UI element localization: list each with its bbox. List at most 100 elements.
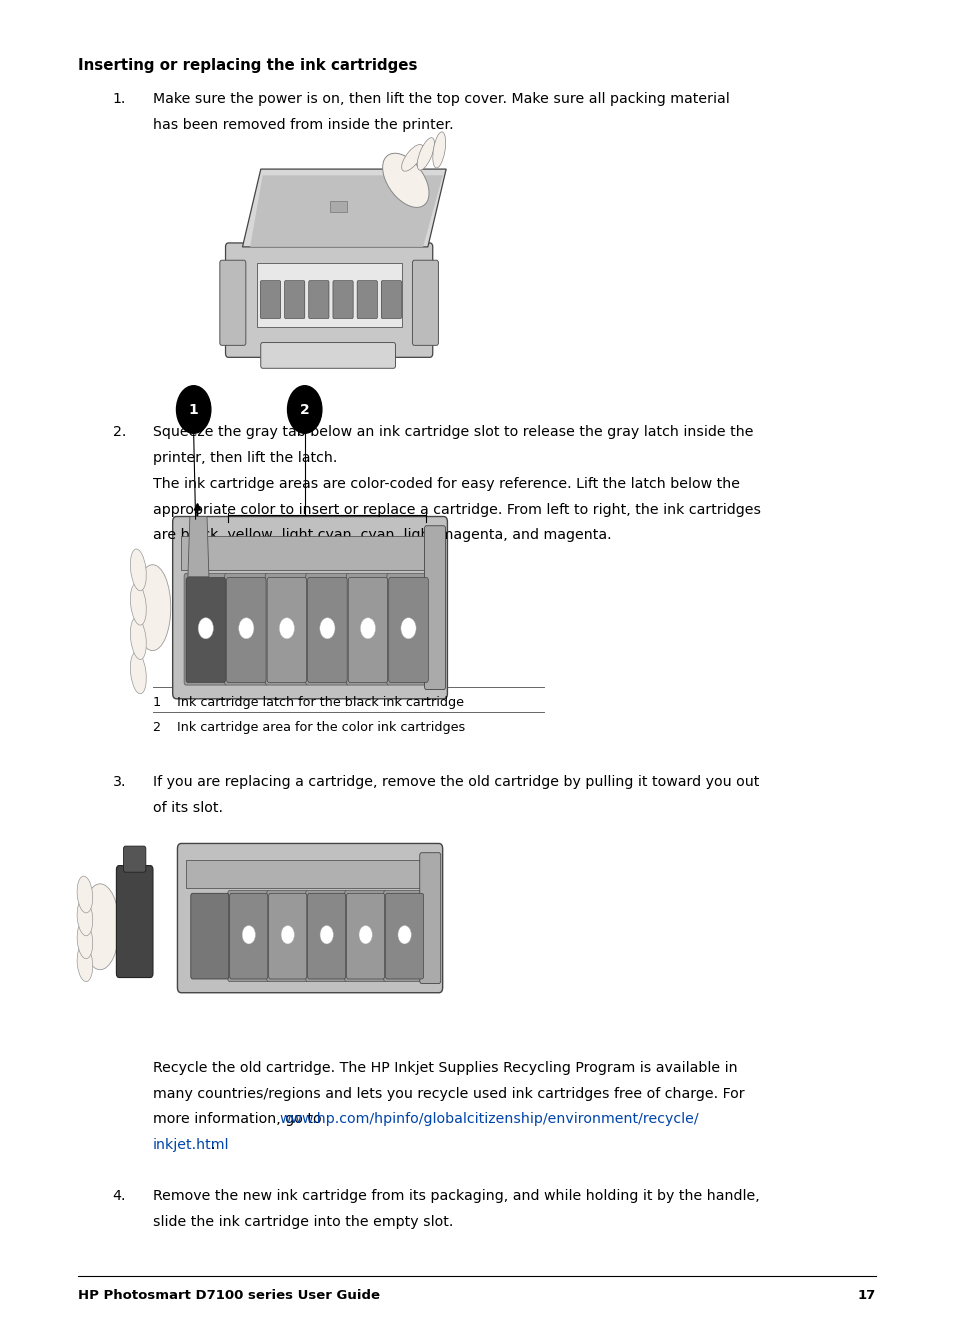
- FancyBboxPatch shape: [225, 243, 433, 357]
- FancyBboxPatch shape: [191, 893, 229, 979]
- FancyBboxPatch shape: [419, 853, 440, 983]
- FancyBboxPatch shape: [284, 280, 304, 318]
- Circle shape: [319, 926, 333, 945]
- Bar: [256, 263, 401, 326]
- Text: printer, then lift the latch.: printer, then lift the latch.: [152, 450, 336, 465]
- FancyBboxPatch shape: [309, 280, 329, 318]
- Text: 1.: 1.: [112, 92, 126, 107]
- FancyBboxPatch shape: [186, 577, 225, 683]
- Circle shape: [397, 926, 411, 945]
- FancyBboxPatch shape: [381, 280, 401, 318]
- FancyBboxPatch shape: [269, 893, 307, 979]
- Ellipse shape: [77, 876, 92, 913]
- Bar: [181, 535, 424, 569]
- Text: Remove the new ink cartridge from its packaging, and while holding it by the han: Remove the new ink cartridge from its pa…: [152, 1189, 759, 1203]
- FancyBboxPatch shape: [385, 893, 423, 979]
- FancyBboxPatch shape: [172, 517, 447, 699]
- Text: inkjet.html: inkjet.html: [152, 1137, 229, 1152]
- Text: 1    Ink cartridge latch for the black ink cartridge: 1 Ink cartridge latch for the black ink …: [152, 695, 463, 708]
- Text: has been removed from inside the printer.: has been removed from inside the printer…: [152, 118, 453, 132]
- Ellipse shape: [131, 618, 146, 659]
- Ellipse shape: [77, 900, 92, 935]
- Text: www.hp.com/hpinfo/globalcitizenship/environment/recycle/: www.hp.com/hpinfo/globalcitizenship/envi…: [279, 1112, 699, 1127]
- Circle shape: [242, 926, 255, 945]
- Text: are black, yellow, light cyan, cyan, light magenta, and magenta.: are black, yellow, light cyan, cyan, lig…: [152, 528, 611, 543]
- Ellipse shape: [131, 653, 146, 694]
- Ellipse shape: [77, 922, 92, 959]
- Text: slide the ink cartridge into the empty slot.: slide the ink cartridge into the empty s…: [152, 1215, 453, 1229]
- FancyBboxPatch shape: [346, 893, 384, 979]
- Text: Squeeze the gray tab below an ink cartridge slot to release the gray latch insid: Squeeze the gray tab below an ink cartri…: [152, 425, 752, 440]
- FancyBboxPatch shape: [356, 280, 377, 318]
- FancyBboxPatch shape: [230, 893, 268, 979]
- FancyBboxPatch shape: [333, 280, 353, 318]
- Text: of its slot.: of its slot.: [152, 801, 222, 815]
- Circle shape: [279, 618, 294, 639]
- Circle shape: [198, 618, 213, 639]
- Ellipse shape: [77, 945, 92, 982]
- FancyBboxPatch shape: [267, 577, 306, 683]
- Text: more information, go to: more information, go to: [152, 1112, 325, 1127]
- Text: many countries/regions and lets you recycle used ink cartridges free of charge. : many countries/regions and lets you recy…: [152, 1086, 743, 1100]
- FancyBboxPatch shape: [123, 847, 146, 872]
- FancyBboxPatch shape: [305, 573, 349, 686]
- Text: 2.: 2.: [112, 425, 126, 440]
- Ellipse shape: [433, 132, 445, 168]
- FancyBboxPatch shape: [346, 573, 389, 686]
- FancyBboxPatch shape: [225, 573, 268, 686]
- Text: Make sure the power is on, then lift the top cover. Make sure all packing materi: Make sure the power is on, then lift the…: [152, 92, 729, 107]
- FancyBboxPatch shape: [227, 577, 266, 683]
- FancyBboxPatch shape: [177, 844, 442, 993]
- FancyBboxPatch shape: [344, 890, 386, 982]
- FancyBboxPatch shape: [260, 342, 395, 369]
- FancyBboxPatch shape: [389, 577, 428, 683]
- FancyBboxPatch shape: [184, 573, 227, 686]
- Text: 4.: 4.: [112, 1189, 126, 1203]
- Circle shape: [358, 926, 372, 945]
- Polygon shape: [242, 169, 446, 247]
- FancyBboxPatch shape: [219, 260, 246, 345]
- Circle shape: [281, 926, 294, 945]
- Ellipse shape: [81, 884, 119, 970]
- Bar: [186, 860, 419, 888]
- Text: Recycle the old cartridge. The HP Inkjet Supplies Recycling Program is available: Recycle the old cartridge. The HP Inkjet…: [152, 1061, 737, 1075]
- FancyBboxPatch shape: [387, 573, 430, 686]
- FancyBboxPatch shape: [265, 573, 308, 686]
- Text: 3.: 3.: [112, 775, 126, 790]
- FancyBboxPatch shape: [307, 577, 347, 683]
- Circle shape: [287, 386, 321, 433]
- Circle shape: [238, 618, 253, 639]
- Text: 2: 2: [299, 403, 310, 416]
- FancyBboxPatch shape: [260, 280, 280, 318]
- Ellipse shape: [401, 144, 423, 172]
- Bar: [329, 201, 346, 211]
- Ellipse shape: [382, 153, 429, 207]
- Text: appropriate color to insert or replace a cartridge. From left to right, the ink : appropriate color to insert or replace a…: [152, 502, 760, 517]
- Text: Inserting or replacing the ink cartridges: Inserting or replacing the ink cartridge…: [78, 58, 417, 73]
- FancyBboxPatch shape: [228, 890, 270, 982]
- Text: The ink cartridge areas are color-coded for easy reference. Lift the latch below: The ink cartridge areas are color-coded …: [152, 477, 739, 491]
- Ellipse shape: [134, 565, 171, 650]
- Text: HP Photosmart D7100 series User Guide: HP Photosmart D7100 series User Guide: [78, 1289, 380, 1303]
- FancyBboxPatch shape: [412, 260, 438, 345]
- Ellipse shape: [131, 584, 146, 625]
- Text: .: .: [211, 1137, 215, 1152]
- Circle shape: [319, 618, 335, 639]
- Text: If you are replacing a cartridge, remove the old cartridge by pulling it toward : If you are replacing a cartridge, remove…: [152, 775, 759, 790]
- FancyBboxPatch shape: [424, 526, 445, 690]
- Polygon shape: [250, 176, 442, 247]
- Circle shape: [360, 618, 375, 639]
- FancyBboxPatch shape: [305, 890, 347, 982]
- Circle shape: [400, 618, 416, 639]
- Text: 1: 1: [189, 403, 198, 416]
- Text: 2    Ink cartridge area for the color ink cartridges: 2 Ink cartridge area for the color ink c…: [152, 721, 464, 733]
- FancyBboxPatch shape: [383, 890, 425, 982]
- Circle shape: [176, 386, 211, 433]
- FancyBboxPatch shape: [267, 890, 309, 982]
- Text: 17: 17: [857, 1289, 875, 1303]
- FancyBboxPatch shape: [348, 577, 387, 683]
- FancyBboxPatch shape: [307, 893, 345, 979]
- Polygon shape: [188, 517, 209, 577]
- Ellipse shape: [416, 137, 434, 170]
- FancyBboxPatch shape: [116, 865, 152, 978]
